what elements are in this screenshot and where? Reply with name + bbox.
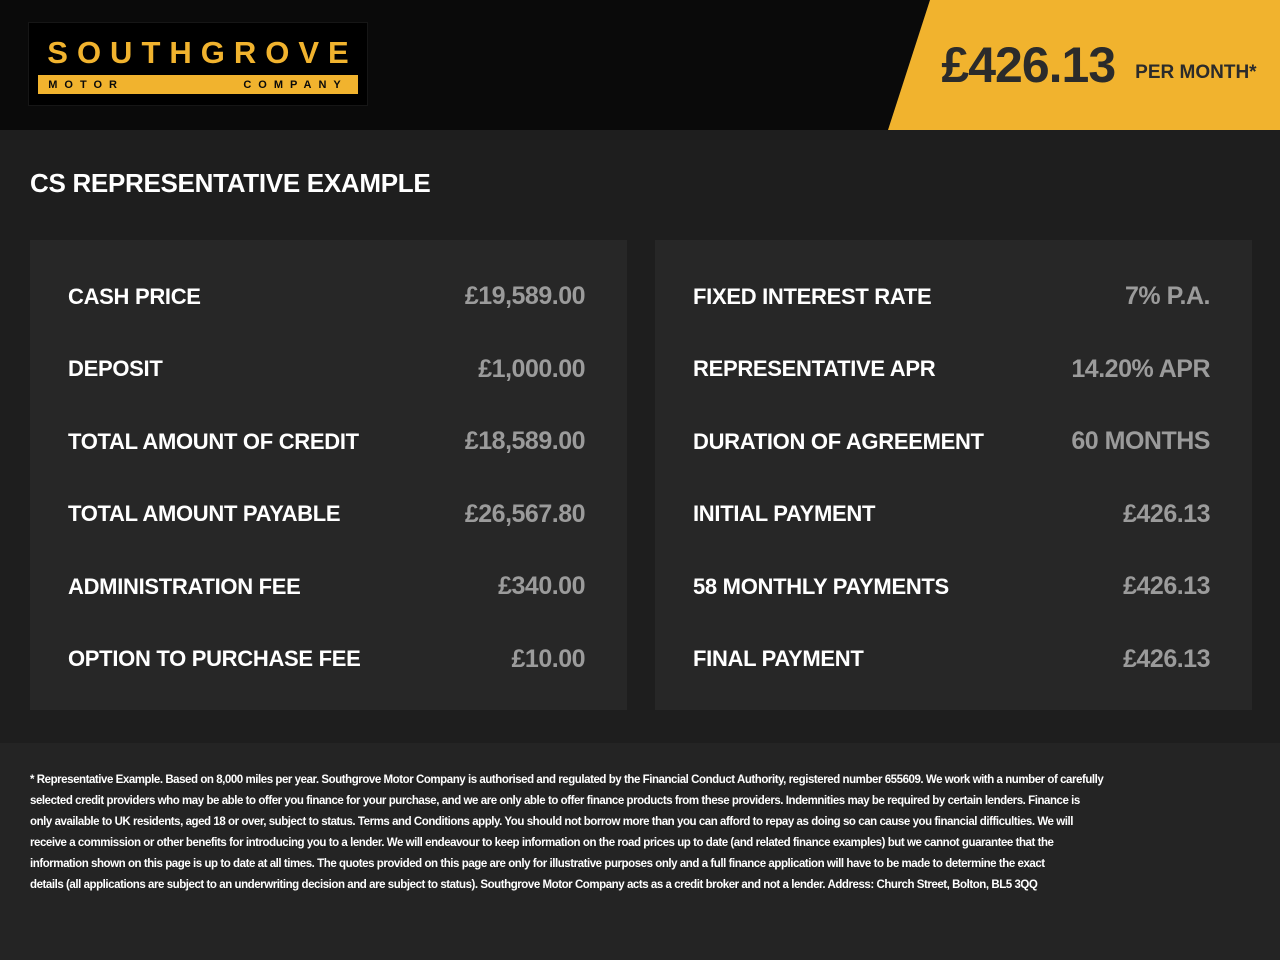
brand-tagline-motor: MOTOR xyxy=(48,78,125,91)
row-label: DURATION OF AGREEMENT xyxy=(693,428,984,454)
row-value: £340.00 xyxy=(498,572,585,601)
disclaimer-line: * Representative Example. Based on 8,000… xyxy=(30,774,1104,786)
row-value: £26,567.80 xyxy=(464,499,586,528)
row-label: TOTAL AMOUNT OF CREDIT xyxy=(68,428,359,454)
finance-panel-right: FIXED INTEREST RATE 7% P.A. REPRESENTATI… xyxy=(655,240,1252,710)
disclaimer-section: * Representative Example. Based on 8,000… xyxy=(0,743,1280,960)
brand-logo: SOUTHGROVE MOTOR COMPANY xyxy=(28,22,368,106)
finance-row: ADMINISTRATION FEE £340.00 xyxy=(68,572,585,601)
row-label: TOTAL AMOUNT PAYABLE xyxy=(68,501,341,527)
row-value: £426.13 xyxy=(1123,499,1210,528)
price-period: PER MONTH* xyxy=(1135,62,1257,83)
finance-panel-left: CASH PRICE £19,589.00 DEPOSIT £1,000.00 … xyxy=(30,240,627,710)
row-value: 60 MONTHS xyxy=(1071,427,1210,456)
row-label: FINAL PAYMENT xyxy=(693,646,864,672)
row-label: 58 MONTHLY PAYMENTS xyxy=(693,573,949,599)
row-value: £426.13 xyxy=(1123,644,1210,673)
row-value: £1,000.00 xyxy=(478,354,585,383)
finance-row: TOTAL AMOUNT PAYABLE £26,567.80 xyxy=(68,499,586,529)
finance-row: TOTAL AMOUNT OF CREDIT £18,589.00 xyxy=(68,427,586,456)
header-bar: SOUTHGROVE MOTOR COMPANY £426.13 PER MON… xyxy=(0,0,1280,130)
row-label: ADMINISTRATION FEE xyxy=(68,573,301,599)
row-label: REPRESENTATIVE APR xyxy=(693,356,936,382)
disclaimer-line: details (all applications are subject to… xyxy=(30,879,1038,891)
finance-row: INITIAL PAYMENT £426.13 xyxy=(693,500,1210,529)
row-value: 7% P.A. xyxy=(1125,282,1210,310)
finance-row: DURATION OF AGREEMENT 60 MONTHS xyxy=(693,427,1210,456)
finance-row: OPTION TO PURCHASE FEE £10.00 xyxy=(68,644,586,674)
row-value: £18,589.00 xyxy=(464,427,586,456)
finance-row: DEPOSIT £1,000.00 xyxy=(68,355,585,384)
price-amount: £426.13 xyxy=(941,37,1116,93)
brand-tagline-company: COMPANY xyxy=(243,78,348,91)
finance-row: 58 MONTHLY PAYMENTS £426.13 xyxy=(693,572,1210,601)
disclaimer-line: selected credit providers who may be abl… xyxy=(30,795,1080,807)
row-value: £10.00 xyxy=(511,644,586,673)
brand-name: SOUTHGROVE xyxy=(47,35,358,70)
page-title: CS REPRESENTATIVE EXAMPLE xyxy=(30,168,431,198)
brand-logo-inner: SOUTHGROVE MOTOR COMPANY xyxy=(38,34,358,94)
disclaimer-line: only available to UK residents, aged 18 … xyxy=(30,816,1073,828)
price-banner: £426.13 PER MONTH* xyxy=(888,0,1280,130)
row-value: 14.20% APR xyxy=(1071,354,1210,383)
finance-row: FINAL PAYMENT £426.13 xyxy=(693,645,1210,674)
finance-row: CASH PRICE £19,589.00 xyxy=(68,282,586,311)
row-value: £19,589.00 xyxy=(464,282,586,310)
finance-row: FIXED INTEREST RATE 7% P.A. xyxy=(693,282,1210,311)
row-label: CASH PRICE xyxy=(68,283,201,309)
disclaimer-line: receive a commission or other benefits f… xyxy=(30,837,1054,849)
row-label: DEPOSIT xyxy=(68,356,163,382)
row-value: £426.13 xyxy=(1123,572,1210,601)
row-label: INITIAL PAYMENT xyxy=(693,501,876,527)
finance-row: REPRESENTATIVE APR 14.20% APR xyxy=(693,355,1210,384)
row-label: FIXED INTEREST RATE xyxy=(693,283,932,309)
disclaimer-line: information shown on this page is up to … xyxy=(30,858,1045,870)
row-label: OPTION TO PURCHASE FEE xyxy=(68,646,361,672)
brand-tagline-bar: MOTOR COMPANY xyxy=(38,75,358,94)
